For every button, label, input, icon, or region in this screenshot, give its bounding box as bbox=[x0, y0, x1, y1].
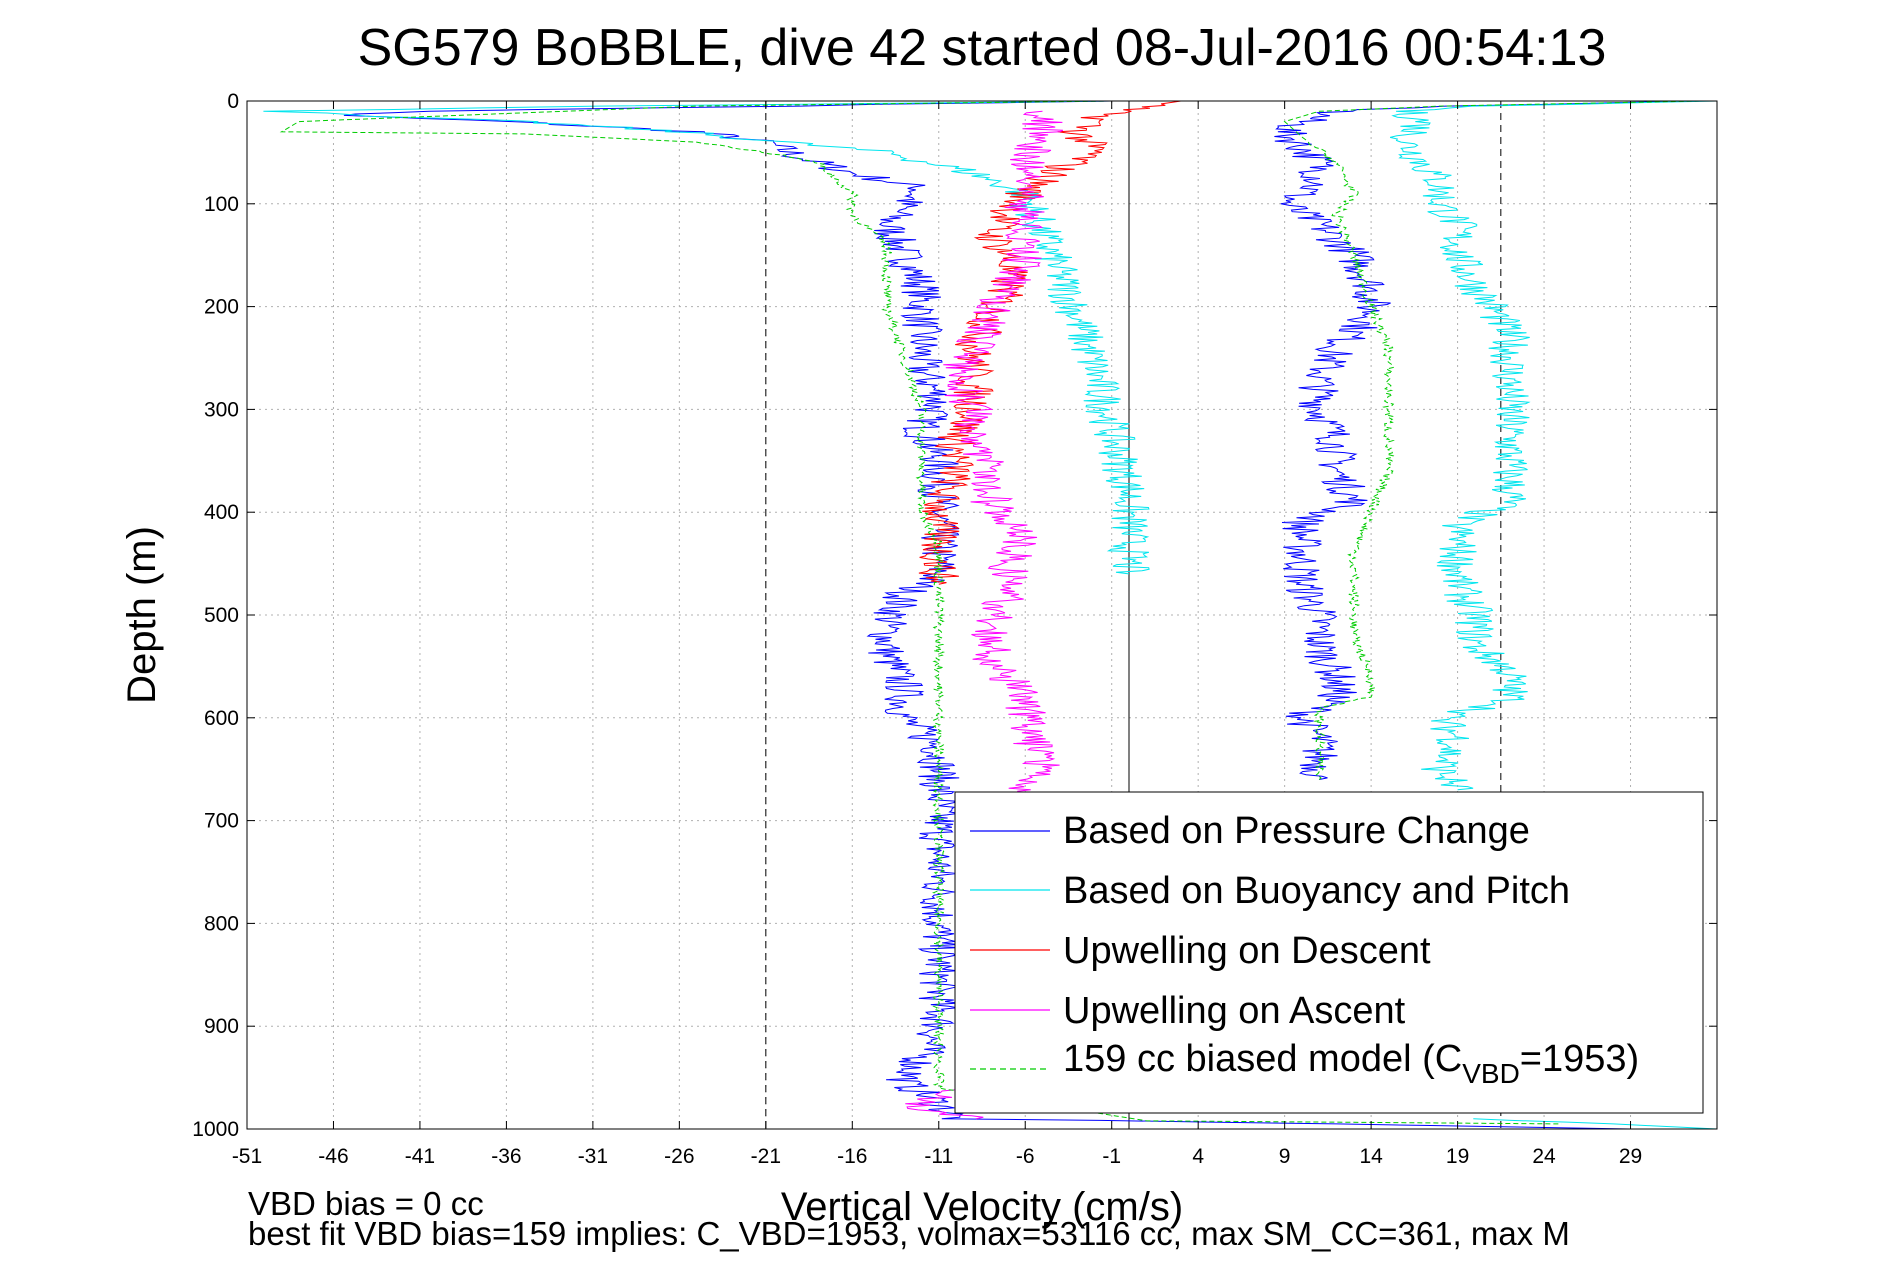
x-tick-label: 29 bbox=[1619, 1145, 1642, 1168]
series-0-line-0 bbox=[343, 100, 1631, 1130]
x-tick-label: 19 bbox=[1446, 1145, 1469, 1168]
x-tick-label: -31 bbox=[578, 1145, 608, 1168]
x-tick-label: -11 bbox=[924, 1145, 953, 1168]
legend-label-model: 159 cc biased model (CVBD=1953) bbox=[1063, 1038, 1639, 1089]
x-tick-label: -51 bbox=[232, 1145, 262, 1168]
chart-title: SG579 BoBBLE, dive 42 started 08-Jul-201… bbox=[358, 19, 1607, 77]
legend-model-sub: VBD bbox=[1462, 1058, 1520, 1089]
legend-label-pressure: Based on Pressure Change bbox=[1063, 810, 1530, 852]
legend: Based on Pressure Change Based on Buoyan… bbox=[954, 791, 1704, 1114]
y-tick-label: 1000 bbox=[192, 1118, 239, 1141]
y-tick-label: 400 bbox=[204, 501, 239, 524]
legend-label-ascent: Upwelling on Ascent bbox=[1063, 990, 1406, 1032]
footer-line-1: VBD bias = 0 cc bbox=[248, 1185, 484, 1222]
y-axis-label: Depth (m) bbox=[120, 526, 164, 704]
x-tick-label: 4 bbox=[1192, 1145, 1204, 1168]
y-tick-label: 300 bbox=[204, 398, 239, 421]
x-tick-label: -26 bbox=[664, 1145, 694, 1168]
x-tick-label: -6 bbox=[1016, 1145, 1035, 1168]
series-1-line-1 bbox=[1389, 100, 1718, 791]
series-2-line-0 bbox=[918, 100, 1181, 585]
y-axis-ticks: 0 100 200 300 400 500 600 700 800 900 1000 bbox=[192, 90, 1717, 1141]
legend-box bbox=[954, 791, 1704, 1114]
series-0-line-1 bbox=[1274, 100, 1700, 780]
x-tick-label: -41 bbox=[405, 1145, 435, 1168]
x-tick-label: 24 bbox=[1532, 1145, 1556, 1168]
series-1-line-0 bbox=[263, 100, 1150, 575]
x-tick-label: -36 bbox=[491, 1145, 521, 1168]
x-tick-label: 14 bbox=[1359, 1145, 1383, 1168]
series-1-line-2 bbox=[1473, 1118, 1718, 1130]
legend-label-buoyancy: Based on Buoyancy and Pitch bbox=[1063, 870, 1570, 912]
y-tick-label: 100 bbox=[204, 193, 239, 216]
y-tick-label: 500 bbox=[204, 604, 239, 627]
x-tick-label: -1 bbox=[1102, 1145, 1121, 1168]
legend-model-prefix: 159 cc biased model (C bbox=[1063, 1038, 1462, 1080]
x-tick-label: -46 bbox=[318, 1145, 348, 1168]
legend-model-suffix: =1953) bbox=[1520, 1038, 1639, 1080]
x-axis-label: Vertical Velocity (cm/s) bbox=[781, 1185, 1183, 1229]
x-tick-label: 9 bbox=[1279, 1145, 1291, 1168]
y-tick-label: 600 bbox=[204, 707, 239, 730]
y-tick-label: 800 bbox=[204, 912, 239, 935]
series-4-line-0 bbox=[279, 100, 1562, 1125]
x-tick-label: -16 bbox=[837, 1145, 867, 1168]
y-tick-label: 700 bbox=[204, 810, 239, 833]
y-tick-label: 0 bbox=[227, 90, 239, 113]
y-tick-label: 900 bbox=[204, 1015, 239, 1038]
footer-line-2: best fit VBD bias=159 implies: C_VBD=195… bbox=[248, 1215, 1570, 1252]
x-axis-ticks: -51 -46 -41 -36 -31 -26 -21 -16 -11 -6 -1 4 9 14 19 24 2… bbox=[232, 101, 1642, 1168]
series-4-line-1 bbox=[1283, 100, 1700, 780]
series-group bbox=[263, 100, 1718, 1130]
legend-label-descent: Upwelling on Descent bbox=[1063, 930, 1431, 972]
x-tick-label: -21 bbox=[751, 1145, 781, 1168]
y-tick-label: 200 bbox=[204, 296, 239, 319]
